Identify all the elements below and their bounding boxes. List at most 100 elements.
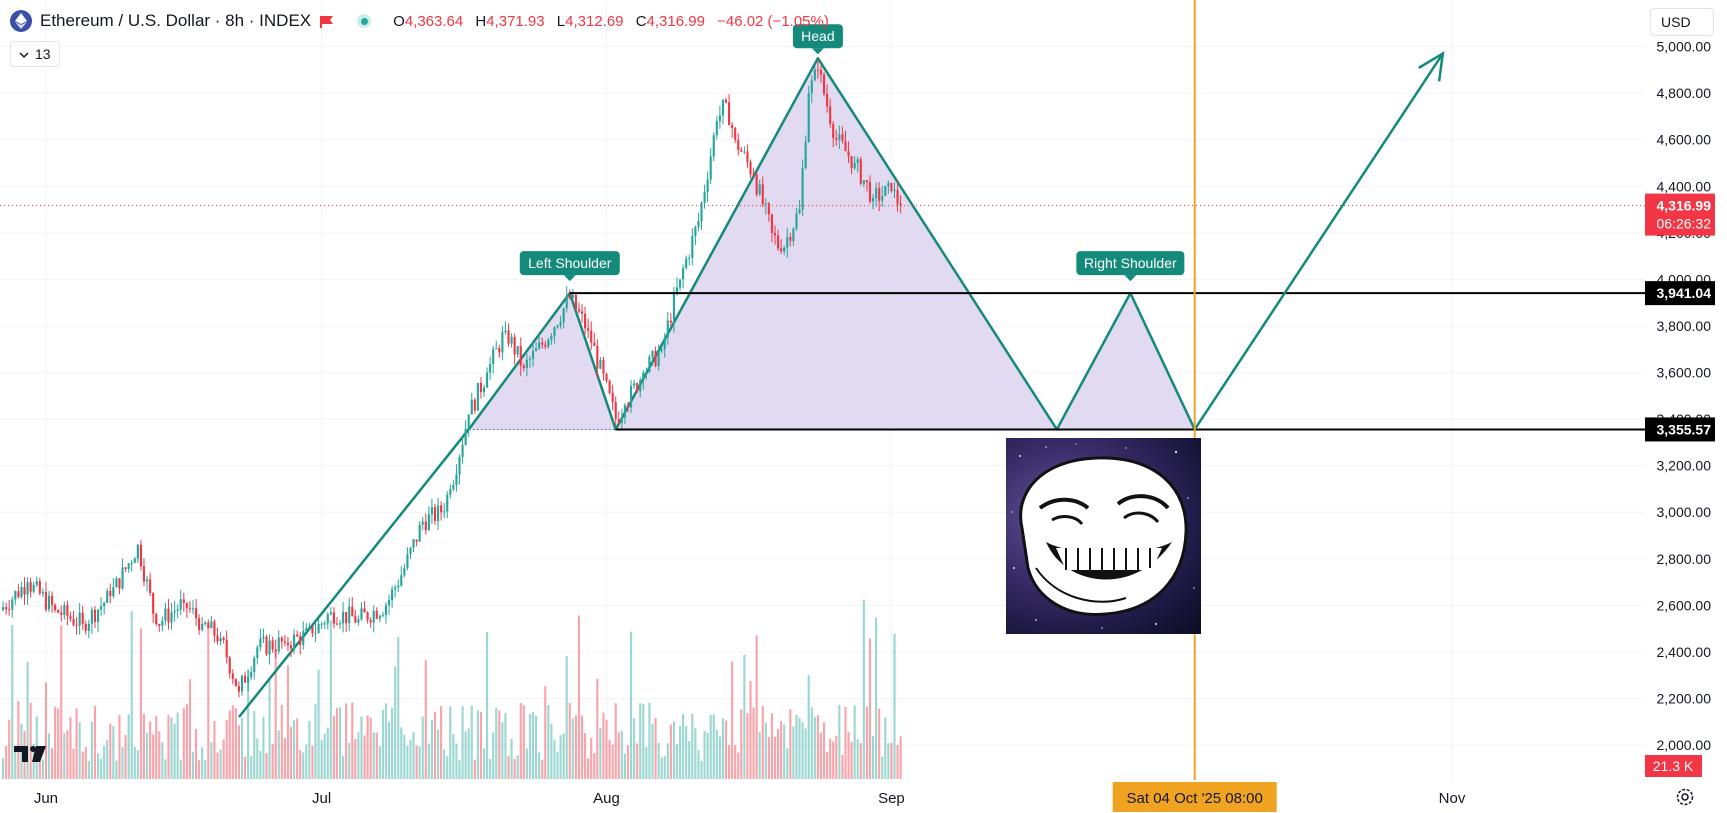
volume-bar bbox=[130, 611, 133, 779]
volume-bar bbox=[565, 656, 568, 779]
right-shoulder-label-text: Right Shoulder bbox=[1084, 255, 1177, 271]
candle-body bbox=[669, 320, 672, 323]
candle-body bbox=[770, 214, 774, 233]
volume-bar bbox=[715, 729, 718, 779]
volume-bar bbox=[482, 748, 486, 779]
candle-body bbox=[697, 221, 700, 227]
volume-bar bbox=[231, 705, 234, 779]
price-tick-label: 3,600.00 bbox=[1657, 365, 1712, 381]
volume-bar bbox=[654, 717, 657, 779]
volume-bar bbox=[571, 718, 574, 779]
candle-body bbox=[535, 348, 538, 351]
resistance-price-tag-bg bbox=[1645, 281, 1715, 306]
candle-body bbox=[642, 372, 645, 381]
candle-body bbox=[724, 99, 728, 103]
volume-bar bbox=[887, 743, 890, 779]
volume-bar bbox=[773, 736, 777, 779]
candle-body bbox=[415, 539, 418, 542]
right-shoulder-label-pointer bbox=[1124, 275, 1137, 282]
price-tick-label: 2,800.00 bbox=[1657, 551, 1712, 567]
volume-bar bbox=[743, 654, 746, 779]
volume-bar bbox=[507, 755, 510, 779]
candle-body bbox=[84, 624, 87, 631]
candle-body bbox=[538, 342, 541, 349]
candle-body bbox=[847, 151, 850, 157]
candle-body bbox=[397, 585, 400, 588]
candle-body bbox=[409, 547, 412, 555]
volume-bar bbox=[593, 753, 596, 779]
head-label[interactable]: Head bbox=[792, 24, 843, 55]
volume-bar bbox=[878, 708, 881, 779]
ohlc-close: 4,316.99 bbox=[646, 12, 705, 30]
candle-body bbox=[173, 610, 176, 613]
volume-bar bbox=[280, 704, 283, 779]
neckline-price-tag: 3,355.57 bbox=[1645, 417, 1715, 442]
candle-body bbox=[198, 618, 201, 630]
candle-body bbox=[455, 474, 458, 486]
candle-body bbox=[605, 373, 608, 381]
resistance-price-tag: 3,941.04 bbox=[1645, 281, 1715, 306]
volume-bar bbox=[458, 760, 461, 779]
candle-body bbox=[253, 657, 256, 672]
candle-body bbox=[201, 624, 204, 630]
volume-bar bbox=[467, 728, 470, 779]
candle-body bbox=[504, 330, 507, 333]
candle-body bbox=[296, 634, 299, 637]
symbol-title[interactable]: Ethereum / U.S. Dollar · 8h · INDEX bbox=[40, 11, 312, 30]
candle-body bbox=[191, 608, 195, 610]
breakout-arrow[interactable] bbox=[1193, 52, 1444, 431]
volume-bar bbox=[216, 752, 219, 779]
volume-bar bbox=[145, 732, 149, 779]
volume-bar bbox=[746, 713, 749, 779]
volume-bar bbox=[207, 622, 210, 779]
currency-select[interactable]: USD bbox=[1650, 8, 1714, 36]
flag-icon[interactable] bbox=[319, 14, 335, 28]
pattern-fill-2 bbox=[615, 58, 1057, 430]
left-shoulder-label[interactable]: Left Shoulder bbox=[519, 251, 620, 282]
candle-body bbox=[761, 184, 764, 205]
volume-bar bbox=[611, 744, 614, 779]
candle-body bbox=[645, 371, 648, 373]
candle-body bbox=[807, 93, 810, 142]
volume-bar bbox=[492, 732, 495, 779]
volume-bar bbox=[740, 709, 743, 779]
candle-body bbox=[458, 456, 461, 475]
uptrend-line[interactable] bbox=[237, 428, 470, 718]
candle-body bbox=[81, 612, 84, 624]
candle-body bbox=[731, 125, 734, 128]
right-shoulder-label[interactable]: Right Shoulder bbox=[1076, 251, 1185, 282]
volume-bar bbox=[391, 707, 394, 779]
volume-bar bbox=[351, 702, 354, 779]
volume-bar bbox=[139, 628, 142, 779]
candle-body bbox=[633, 383, 636, 386]
volume-bar bbox=[360, 716, 363, 779]
volume-bar bbox=[819, 732, 823, 779]
market-status-icon[interactable] bbox=[357, 14, 372, 28]
candle-body bbox=[170, 612, 173, 623]
ohlc-open: 4,363.64 bbox=[404, 12, 464, 30]
volume-bar bbox=[167, 715, 170, 779]
volume-bar bbox=[559, 735, 562, 779]
volume-bar bbox=[54, 706, 57, 779]
settings-gear-icon[interactable] bbox=[1674, 786, 1696, 808]
candle-body bbox=[72, 618, 75, 625]
time-tick-label: Aug bbox=[593, 790, 620, 807]
candle-body bbox=[121, 567, 124, 589]
candle-body bbox=[149, 579, 152, 594]
candle-body bbox=[804, 141, 807, 169]
candle-body bbox=[501, 332, 504, 353]
volume-bar bbox=[412, 731, 415, 779]
time-axis[interactable]: Jun Jul Aug Sep Nov bbox=[34, 790, 1466, 807]
volume-bar bbox=[841, 754, 844, 779]
candle-body bbox=[366, 612, 369, 621]
volume-bar bbox=[810, 707, 813, 779]
candle-body bbox=[360, 608, 363, 620]
neckline-price-tag-bg bbox=[1645, 417, 1715, 442]
candle-body bbox=[810, 80, 813, 94]
candle-body bbox=[740, 149, 743, 152]
candle-body bbox=[237, 686, 241, 692]
volume-bar bbox=[871, 735, 875, 779]
volume-bar bbox=[5, 745, 8, 779]
indicators-toggle[interactable]: 13 bbox=[10, 41, 60, 67]
